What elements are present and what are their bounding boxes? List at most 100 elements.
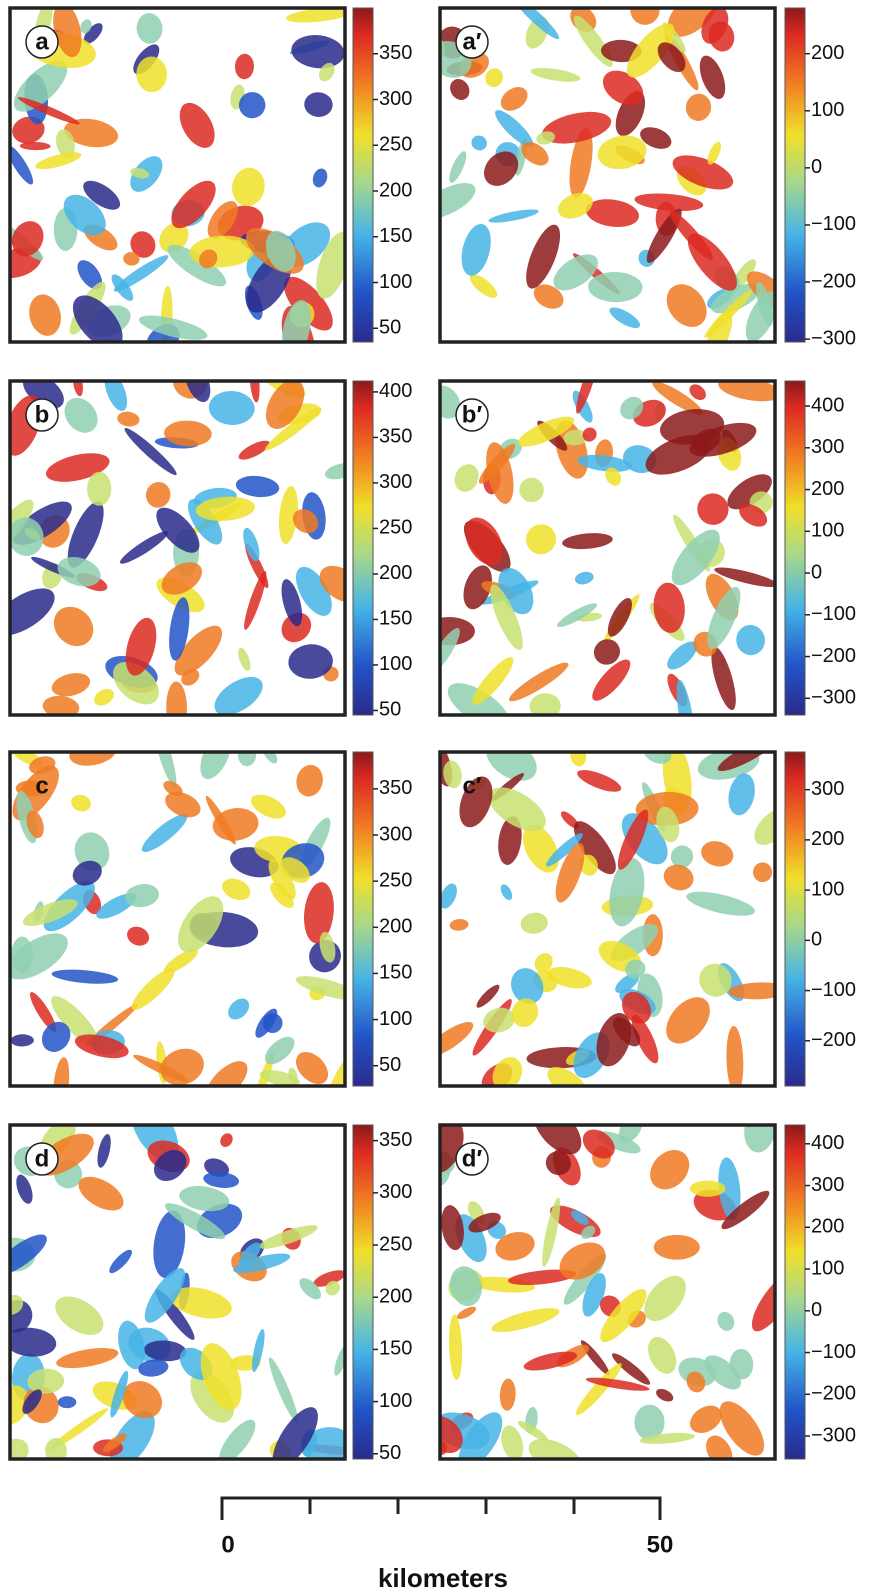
terrain-patch [72, 381, 83, 397]
terrain-patch [459, 776, 493, 828]
terrain-patch [657, 42, 686, 73]
terrain-patch [570, 752, 587, 767]
terrain-patch [22, 899, 78, 927]
map-frame [8, 750, 347, 1088]
terrain-patch [588, 271, 643, 303]
terrain-patch [282, 299, 311, 342]
terrain-patch [64, 397, 98, 433]
terrain-patch [617, 809, 649, 870]
terrain-patch [268, 1357, 299, 1423]
terrain-patch [136, 13, 163, 44]
terrain-patch [265, 230, 296, 272]
terrain-patch [721, 1190, 770, 1230]
terrain-patch [534, 953, 553, 973]
terrain-patch [325, 1280, 340, 1296]
terrain-patch [704, 1355, 742, 1390]
terrain-patch [83, 180, 121, 210]
terrain-patch [51, 673, 91, 697]
terrain-patch [169, 597, 190, 661]
terrain-patch [138, 1359, 169, 1377]
terrain-patch [547, 1066, 588, 1086]
colorbar-tick-label: 400 [379, 380, 412, 402]
scale-end: 50 [647, 1531, 674, 1558]
terrain-patch [570, 1210, 589, 1225]
colorbar-tick-label: 300 [811, 436, 844, 458]
terrain-patch [717, 752, 775, 772]
terrain-patch [144, 1268, 186, 1323]
terrain-patch [707, 586, 741, 650]
terrain-patch [440, 883, 457, 909]
colorbar-tick-label: 300 [811, 1174, 844, 1196]
terrain-patch [160, 1048, 204, 1086]
terrain-patch [670, 845, 694, 868]
terrain-patch [609, 307, 641, 329]
terrain-patch [710, 283, 760, 314]
terrain-patch [597, 135, 647, 170]
terrain-patch [577, 454, 633, 472]
terrain-patch [264, 1036, 295, 1065]
terrain-patch [530, 67, 581, 82]
terrain-patch [238, 92, 266, 119]
terrain-patch [243, 527, 260, 562]
scale-bar [220, 1496, 662, 1520]
terrain-patch [471, 135, 487, 151]
map-frame [8, 1123, 347, 1461]
terrain-patch [71, 794, 91, 812]
colorbar-tick-label: 250 [379, 869, 412, 891]
terrain-patch [80, 19, 92, 34]
terrain-patch [472, 657, 514, 705]
label-circle [25, 25, 59, 59]
terrain-patch [607, 598, 632, 637]
terrain-patch [704, 289, 753, 338]
terrain-patch [491, 1308, 560, 1333]
scale-unit: kilometers [378, 1563, 508, 1593]
terrain-patch [301, 1427, 345, 1459]
colorbar [784, 7, 806, 343]
colorbar-tick-label: −100 [811, 1341, 856, 1363]
terrain-patch [234, 53, 254, 80]
colorbar-tick-label: 200 [379, 562, 412, 584]
terrain-patch [488, 209, 539, 223]
terrain-patch [57, 1396, 77, 1409]
terrain-patch [483, 1007, 515, 1033]
terrain-patch [727, 474, 772, 510]
terrain-patch [109, 1411, 155, 1459]
terrain-patch [546, 833, 583, 867]
terrain-patch [440, 628, 460, 675]
terrain-patch [325, 463, 345, 480]
terrain-patch [476, 984, 500, 1008]
terrain-patch [72, 295, 123, 342]
terrain-patch [557, 603, 598, 627]
terrain-patch [10, 588, 55, 636]
terrain-patch [17, 97, 80, 125]
terrain-patch [500, 87, 528, 111]
terrain-patch [555, 843, 585, 903]
terrain-patch [278, 486, 298, 544]
terrain-patch [179, 102, 215, 148]
terrain-patch [450, 79, 470, 100]
colorbar-tick-label: 0 [811, 1299, 822, 1321]
terrain-patch [631, 1014, 659, 1064]
panel-label: d [35, 1145, 50, 1172]
colorbar [784, 380, 806, 716]
terrain-patch [729, 1348, 754, 1380]
terrain [440, 752, 775, 1086]
terrain-patch [563, 429, 588, 446]
terrain-patch [714, 567, 775, 587]
terrain-patch [319, 565, 345, 603]
map-panel: a′ −300 −200 −100 0 100 200 [438, 6, 856, 349]
terrain-patch [645, 434, 712, 475]
terrain-patch [685, 93, 712, 121]
colorbar-tick-label: −100 [811, 979, 856, 1001]
terrain-patch [454, 464, 479, 492]
map-panel: b′ −300 −200 −100 0 100 200 300 400 [438, 379, 856, 717]
terrain-patch [281, 612, 312, 643]
terrain-patch [10, 933, 68, 980]
terrain-patch [244, 571, 267, 630]
terrain-patch [125, 617, 157, 676]
terrain-patch [153, 1150, 187, 1182]
terrain-patch [653, 1234, 700, 1260]
colorbar-tick-label: 200 [811, 478, 844, 500]
terrain-patch [689, 384, 706, 401]
terrain [10, 1125, 345, 1459]
